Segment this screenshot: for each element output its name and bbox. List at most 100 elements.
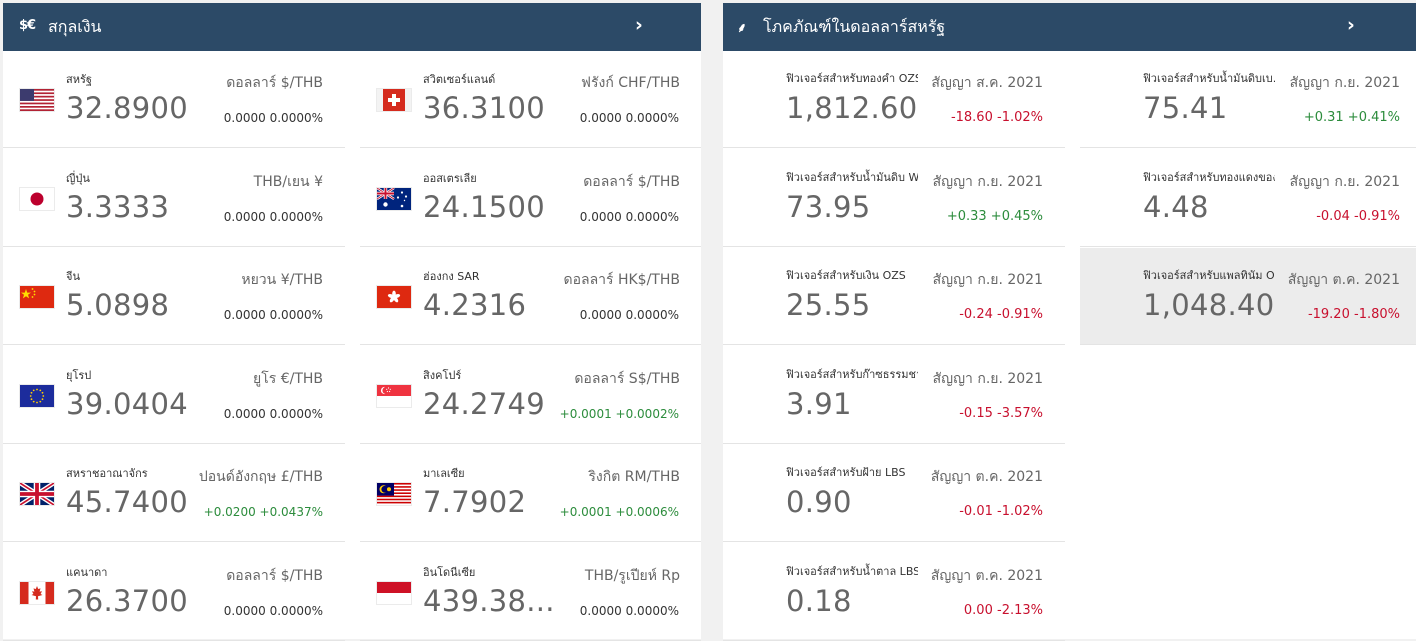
currency-row[interactable]: มาเลเซีย 7.7902 ริงกิต RM/THB +0.0001 +0.00… <box>360 445 701 542</box>
commodity-change: -19.20 -1.80% <box>1308 307 1400 322</box>
change-value: 0.0000 <box>223 603 266 618</box>
currency-row[interactable]: จีน 5.0898 หยวน ¥/THB 0.0000 0.0000% <box>3 248 345 345</box>
currency-row[interactable]: ยุโรป 39.0404 ยูโร €/THB 0.0000 0.0000% <box>3 347 345 444</box>
commodity-row[interactable]: ฟิวเจอร์สสำหรับฝ้าย LBS สัญญา ต.ค. 2021 0.… <box>723 445 1065 542</box>
change-value: 0.0000 <box>223 209 266 224</box>
change-value: 0.0000 <box>223 308 266 322</box>
commodity-name: ฟิวเจอร์สสำหรับน้ำมันดิบ W... <box>786 170 918 184</box>
currency-unit: ดอลลาร์ S$/THB <box>574 370 680 387</box>
commodity-change: -18.60 -1.02% <box>951 110 1043 125</box>
flag-ch-icon <box>377 89 411 111</box>
change-value: +0.0200 <box>203 505 256 519</box>
currency-rate: 39.0404 <box>66 386 189 421</box>
contract-month: สัญญา ก.ย. 2021 <box>932 272 1043 288</box>
currency-row[interactable]: ฮ่องกง SAR 4.2316 ดอลลาร์ HK$/THB 0.0000 0.… <box>360 248 701 345</box>
change-percent: -1.02% <box>997 504 1043 519</box>
flag-hk-icon <box>377 286 411 308</box>
commodity-row[interactable]: ฟิวเจอร์สสำหรับก๊าซธรรมชา... สัญญา ก.ย. 2… <box>723 347 1065 444</box>
change-value: +0.0001 <box>559 505 612 519</box>
currency-rate: 3.3333 <box>66 189 170 224</box>
currency-change: +0.0001 +0.0006% <box>560 505 679 519</box>
currency-change: +0.0001 +0.0002% <box>560 407 679 421</box>
commodity-row[interactable]: ฟิวเจอร์สสำหรับน้ำมันดิบเบ... สัญญา ก.ย. … <box>1080 51 1416 148</box>
flag-ca-icon <box>20 581 54 604</box>
currency-rate: 24.2749 <box>423 386 546 421</box>
currency-unit: ดอลลาร์ $/THB <box>226 567 323 584</box>
currency-row[interactable]: สหรัฐ 32.8900 ดอลลาร์ $/THB 0.0000 0.0000% <box>3 51 345 148</box>
contract-month: สัญญา ก.ย. 2021 <box>932 370 1043 387</box>
currency-change: 0.0000 0.0000% <box>224 604 323 618</box>
commodity-panel: ⸙ โภคภัณฑ์ในดอลลาร์สหรัฐ › ฟิวเจอร์สสำหร… <box>723 3 1416 641</box>
commodity-price: 0.18 <box>786 583 852 618</box>
commodity-price: 73.95 <box>786 189 871 224</box>
commodity-name: ฟิวเจอร์สสำหรับก๊าซธรรมชา... <box>786 367 918 381</box>
chevron-right-icon[interactable]: › <box>1347 14 1355 36</box>
currency-rate: 5.0898 <box>66 288 170 322</box>
currency-row[interactable]: แคนาดา 26.3700 ดอลลาร์ $/THB 0.0000 0.0000% <box>3 544 345 641</box>
commodity-row[interactable]: ฟิวเจอร์สสำหรับแพลทินัม O... สัญญา ต.ค. 2… <box>1080 248 1416 345</box>
currency-panel-title: สกุลเงิน <box>48 17 102 36</box>
currency-row[interactable]: สิงคโปร์ 24.2749 ดอลลาร์ S$/THB +0.0001 +0.… <box>360 347 701 444</box>
currency-row[interactable]: ญี่ปุ่น 3.3333 THB/เยน ¥ 0.0000 0.0000% <box>3 150 345 247</box>
commodity-price: 4.48 <box>1143 189 1209 224</box>
change-percent: 0.0000% <box>269 406 323 421</box>
commodity-name: ฟิวเจอร์สสำหรับเงิน OZS <box>786 269 906 282</box>
change-percent: 0.0000% <box>269 111 323 125</box>
currency-row[interactable]: อินโดนีเซีย 439.38... THB/รูเปียห์ Rp 0.000… <box>360 544 701 641</box>
commodity-change: -0.15 -3.57% <box>959 406 1043 421</box>
change-value: -0.01 <box>959 504 993 519</box>
currency-unit: ฟรังก์ CHF/THB <box>581 75 680 91</box>
currency-rate: 24.1500 <box>423 189 546 224</box>
commodity-price: 75.41 <box>1143 91 1228 125</box>
change-percent: 0.0000% <box>625 308 679 322</box>
currency-rate: 7.7902 <box>423 485 527 519</box>
commodity-price: 0.90 <box>786 485 852 519</box>
currency-rate: 32.8900 <box>66 91 189 125</box>
change-percent: -0.91% <box>1354 208 1400 224</box>
currency-row[interactable]: สวิตเซอร์แลนด์ 36.3100 ฟรังก์ CHF/THB 0.000… <box>360 51 701 148</box>
change-value: 0.0000 <box>579 209 622 224</box>
currency-row[interactable]: สหราชอาณาจักร 45.7400 ปอนด์อังกฤษ £/THB +0.… <box>3 445 345 542</box>
commodity-row[interactable]: ฟิวเจอร์สสำหรับทองคำ OZS สัญญา ส.ค. 2021 1… <box>723 51 1065 148</box>
currency-change: 0.0000 0.0000% <box>224 111 323 125</box>
currency-icon: $€ <box>19 18 36 33</box>
change-value: -19.20 <box>1307 307 1350 322</box>
currency-name: ยุโรป <box>66 368 92 382</box>
currency-row[interactable]: ออสเตรเลีย 24.1500 ดอลลาร์ $/THB 0.0000 0.0… <box>360 150 701 247</box>
change-percent: 0.0000% <box>269 308 323 322</box>
commodity-row[interactable]: ฟิวเจอร์สสำหรับน้ำมันดิบ W... สัญญา ก.ย. … <box>723 150 1065 247</box>
currency-unit: ดอลลาร์ $/THB <box>583 173 680 190</box>
commodity-name: ฟิวเจอร์สสำหรับทองคำ OZS <box>786 72 918 85</box>
chevron-right-icon[interactable]: › <box>635 14 643 36</box>
currency-unit: ริงกิต RM/THB <box>588 469 680 485</box>
currency-name: แคนาดา <box>66 565 108 579</box>
commodity-name: ฟิวเจอร์สสำหรับแพลทินัม O... <box>1143 269 1275 282</box>
currency-name: สิงคโปร์ <box>423 368 462 382</box>
change-value: 0.00 <box>963 602 993 618</box>
currency-change: 0.0000 0.0000% <box>224 407 323 421</box>
currency-name: สหรัฐ <box>66 73 92 86</box>
commodity-panel-header[interactable]: ⸙ โภคภัณฑ์ในดอลลาร์สหรัฐ › <box>723 3 1416 51</box>
commodity-row[interactable]: ฟิวเจอร์สสำหรับเงิน OZS สัญญา ก.ย. 2021 25… <box>723 248 1065 345</box>
change-value: 0.0000 <box>579 308 622 322</box>
currency-change: 0.0000 0.0000% <box>580 210 679 224</box>
change-value: -0.24 <box>959 307 993 322</box>
currency-name: มาเลเซีย <box>423 467 465 480</box>
commodity-row[interactable]: ฟิวเจอร์สสำหรับน้ำตาล LBS สัญญา ต.ค. 2021… <box>723 544 1065 641</box>
commodity-name: ฟิวเจอร์สสำหรับน้ำตาล LBS <box>786 564 918 578</box>
commodity-row[interactable]: ฟิวเจอร์สสำหรับทองแดงของ... สัญญา ก.ย. 20… <box>1080 150 1416 247</box>
currency-rate: 36.3100 <box>423 91 546 125</box>
change-percent: +0.0002% <box>615 406 679 421</box>
currency-panel-header[interactable]: $€ สกุลเงิน › <box>3 3 701 51</box>
contract-month: สัญญา ก.ย. 2021 <box>1289 173 1400 190</box>
currency-rate: 4.2316 <box>423 288 527 322</box>
commodity-panel-title: โภคภัณฑ์ในดอลลาร์สหรัฐ <box>763 17 946 36</box>
commodity-name: ฟิวเจอร์สสำหรับทองแดงของ... <box>1143 170 1275 184</box>
currency-name: ญี่ปุ่น <box>66 171 90 185</box>
contract-month: สัญญา ต.ค. 2021 <box>1287 272 1400 288</box>
flag-sg-icon <box>377 384 411 407</box>
change-value: 0.0000 <box>223 406 266 421</box>
currency-change: +0.0200 +0.0437% <box>204 505 323 519</box>
flag-cn-icon <box>20 286 54 308</box>
change-percent: 0.0000% <box>625 111 679 125</box>
